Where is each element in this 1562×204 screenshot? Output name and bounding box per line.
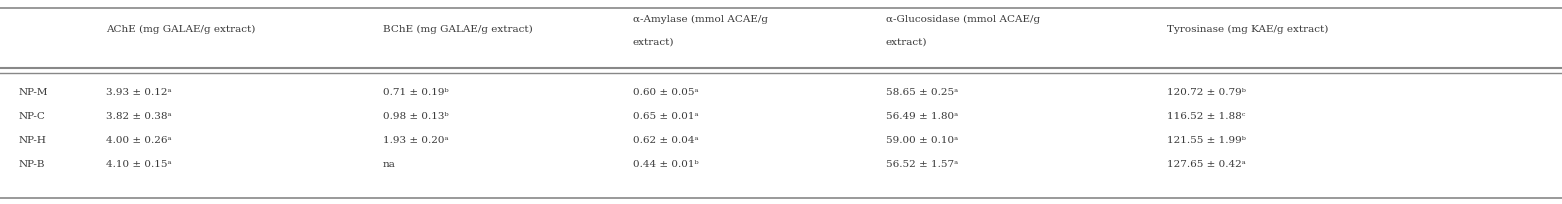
Text: 1.93 ± 0.20ᵃ: 1.93 ± 0.20ᵃ [383,136,448,145]
Text: 3.93 ± 0.12ᵃ: 3.93 ± 0.12ᵃ [106,88,172,97]
Text: 0.71 ± 0.19ᵇ: 0.71 ± 0.19ᵇ [383,88,448,97]
Text: 58.65 ± 0.25ᵃ: 58.65 ± 0.25ᵃ [886,88,958,97]
Text: 0.44 ± 0.01ᵇ: 0.44 ± 0.01ᵇ [633,160,698,169]
Text: α-Glucosidase (mmol ACAE/g: α-Glucosidase (mmol ACAE/g [886,15,1040,24]
Text: 4.10 ± 0.15ᵃ: 4.10 ± 0.15ᵃ [106,160,172,169]
Text: 0.60 ± 0.05ᵃ: 0.60 ± 0.05ᵃ [633,88,698,97]
Text: 0.65 ± 0.01ᵃ: 0.65 ± 0.01ᵃ [633,112,698,121]
Text: 56.49 ± 1.80ᵃ: 56.49 ± 1.80ᵃ [886,112,958,121]
Text: Tyrosinase (mg KAE/g extract): Tyrosinase (mg KAE/g extract) [1167,25,1328,34]
Text: 59.00 ± 0.10ᵃ: 59.00 ± 0.10ᵃ [886,136,958,145]
Text: AChE (mg GALAE/g extract): AChE (mg GALAE/g extract) [106,25,256,34]
Text: 120.72 ± 0.79ᵇ: 120.72 ± 0.79ᵇ [1167,88,1245,97]
Text: 127.65 ± 0.42ᵃ: 127.65 ± 0.42ᵃ [1167,160,1245,169]
Text: 116.52 ± 1.88ᶜ: 116.52 ± 1.88ᶜ [1167,112,1245,121]
Text: 3.82 ± 0.38ᵃ: 3.82 ± 0.38ᵃ [106,112,172,121]
Text: 0.98 ± 0.13ᵇ: 0.98 ± 0.13ᵇ [383,112,448,121]
Text: 121.55 ± 1.99ᵇ: 121.55 ± 1.99ᵇ [1167,136,1245,145]
Text: 56.52 ± 1.57ᵃ: 56.52 ± 1.57ᵃ [886,160,958,169]
Text: extract): extract) [633,38,675,47]
Text: BChE (mg GALAE/g extract): BChE (mg GALAE/g extract) [383,25,533,34]
Text: NP-M: NP-M [19,88,48,97]
Text: NP-H: NP-H [19,136,47,145]
Text: NP-C: NP-C [19,112,45,121]
Text: α-Amylase (mmol ACAE/g: α-Amylase (mmol ACAE/g [633,15,767,24]
Text: 4.00 ± 0.26ᵃ: 4.00 ± 0.26ᵃ [106,136,172,145]
Text: NP-B: NP-B [19,160,45,169]
Text: 0.62 ± 0.04ᵃ: 0.62 ± 0.04ᵃ [633,136,698,145]
Text: na: na [383,160,395,169]
Text: extract): extract) [886,38,928,47]
